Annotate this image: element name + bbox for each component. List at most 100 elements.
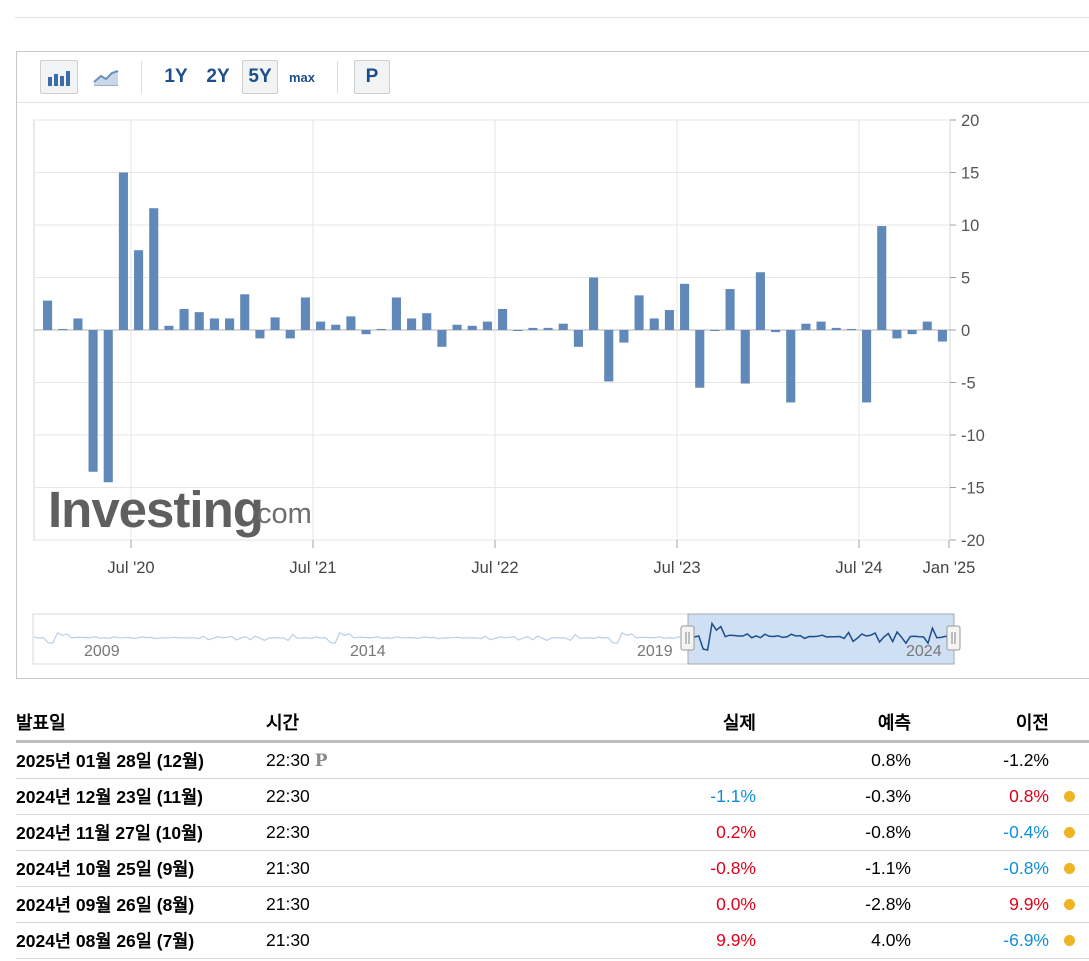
chart-bar[interactable] bbox=[528, 327, 538, 330]
chart-panel: 1Y 2Y 5Y max P bbox=[16, 51, 1089, 679]
chart-bar[interactable] bbox=[300, 297, 310, 330]
toolbar-divider bbox=[17, 102, 1089, 103]
release-time-value: 22:30 bbox=[266, 822, 310, 842]
chart-bar[interactable] bbox=[892, 330, 902, 339]
release-date: 2025년 01월 28일 (12월) bbox=[16, 741, 266, 779]
x-tick-label: Jul '22 bbox=[471, 559, 518, 577]
chart-bar[interactable] bbox=[771, 330, 781, 333]
range-5y-button[interactable]: 5Y bbox=[242, 60, 278, 94]
preliminary-button[interactable]: P bbox=[354, 60, 390, 94]
chart-bar[interactable] bbox=[179, 309, 189, 330]
bar-chart-button[interactable] bbox=[40, 60, 78, 94]
chart-bar[interactable] bbox=[710, 330, 720, 331]
chart-bar[interactable] bbox=[391, 297, 401, 330]
chart-bar[interactable] bbox=[255, 330, 265, 339]
forecast-value-value: 4.0% bbox=[871, 930, 911, 950]
chart-bar[interactable] bbox=[331, 324, 341, 330]
chart-bar[interactable] bbox=[695, 330, 705, 388]
chart-bar[interactable] bbox=[225, 318, 235, 330]
chart-bar[interactable] bbox=[649, 318, 659, 330]
chart-bar[interactable] bbox=[877, 226, 887, 330]
chart-bar[interactable] bbox=[482, 321, 492, 330]
chart-bar[interactable] bbox=[376, 328, 386, 330]
y-tick-label: 0 bbox=[961, 322, 970, 340]
x-tick-label: Jul '20 bbox=[107, 559, 154, 577]
y-tick-label: 5 bbox=[961, 270, 970, 288]
previous-value: 9.9% bbox=[911, 886, 1049, 923]
chart-bar[interactable] bbox=[346, 316, 356, 330]
chart-bar[interactable] bbox=[725, 289, 735, 330]
chart-bar[interactable] bbox=[134, 250, 144, 330]
chart-bar[interactable] bbox=[740, 330, 750, 384]
chart-bar[interactable] bbox=[604, 330, 614, 382]
chart-bar[interactable] bbox=[558, 323, 568, 330]
x-tick-label: Jul '23 bbox=[653, 559, 700, 577]
chart-bar[interactable] bbox=[680, 283, 690, 330]
chart-bar[interactable] bbox=[88, 330, 98, 472]
x-tick-label: Jan '25 bbox=[923, 559, 976, 577]
release-time: 21:30 bbox=[266, 850, 486, 887]
chart-bar[interactable] bbox=[285, 330, 295, 339]
chart-bar[interactable] bbox=[922, 321, 932, 330]
chart-bar[interactable] bbox=[407, 318, 417, 330]
header-forecast[interactable]: 예측 bbox=[756, 704, 911, 743]
chart-bar[interactable] bbox=[664, 310, 674, 330]
y-tick-label: 10 bbox=[961, 217, 979, 235]
chart-bar[interactable] bbox=[118, 172, 128, 331]
status-dot-icon bbox=[1063, 827, 1075, 838]
y-tick-label: 15 bbox=[961, 165, 979, 183]
chart-bar[interactable] bbox=[846, 328, 856, 330]
range-2y-button[interactable]: 2Y bbox=[206, 66, 230, 87]
header-date[interactable]: 발표일 bbox=[16, 704, 266, 743]
chart-bar[interactable] bbox=[437, 330, 447, 347]
chart-bar[interactable] bbox=[73, 318, 83, 330]
chart-bar[interactable] bbox=[209, 318, 219, 330]
chart-bar[interactable] bbox=[937, 330, 947, 342]
actual-value bbox=[486, 741, 756, 779]
preliminary-icon[interactable]: P bbox=[314, 751, 328, 771]
chart-bar[interactable] bbox=[103, 330, 113, 483]
status-cell bbox=[1049, 814, 1089, 851]
chart-bar[interactable] bbox=[240, 294, 250, 330]
chart-bar[interactable] bbox=[786, 330, 796, 403]
chart-bar[interactable] bbox=[467, 325, 477, 330]
actual-value: 9.9% bbox=[486, 922, 756, 959]
header-actual[interactable]: 실제 bbox=[486, 704, 756, 743]
chart-bar[interactable] bbox=[58, 328, 68, 330]
table-row: 2025년 01월 28일 (12월) 22:30 P 0.8% -1.2% bbox=[16, 741, 1089, 779]
chart-bar[interactable] bbox=[149, 208, 159, 330]
chart-bar[interactable] bbox=[513, 330, 523, 331]
chart-bar[interactable] bbox=[755, 272, 765, 330]
previous-value: -6.9% bbox=[911, 922, 1049, 959]
header-time[interactable]: 시간 bbox=[266, 704, 486, 743]
chart-bar[interactable] bbox=[43, 300, 53, 330]
release-date-value: 2024년 09월 26일 (8월) bbox=[16, 895, 195, 915]
chart-bar[interactable] bbox=[589, 277, 599, 331]
chart-bar[interactable] bbox=[634, 295, 644, 330]
investing-watermark: Investing .com bbox=[48, 481, 312, 538]
range-1y-button[interactable]: 1Y bbox=[164, 66, 188, 87]
chart-bar[interactable] bbox=[907, 330, 917, 335]
chart-bar[interactable] bbox=[452, 324, 462, 330]
release-time: 22:30 bbox=[266, 778, 486, 815]
chart-bar[interactable] bbox=[194, 312, 204, 330]
chart-bar[interactable] bbox=[816, 321, 826, 330]
range-max-button[interactable]: max bbox=[288, 69, 316, 85]
actual-value: 0.2% bbox=[486, 814, 756, 851]
chart-bar[interactable] bbox=[270, 317, 280, 330]
chart-bar[interactable] bbox=[164, 325, 174, 330]
chart-bar[interactable] bbox=[831, 327, 841, 330]
chart-bar[interactable] bbox=[316, 321, 326, 330]
chart-bar[interactable] bbox=[422, 313, 432, 330]
chart-bar[interactable] bbox=[543, 327, 553, 330]
chart-bar[interactable] bbox=[573, 330, 583, 347]
chart-bar[interactable] bbox=[801, 323, 811, 330]
chart-bar[interactable] bbox=[862, 330, 872, 403]
chart-bar[interactable] bbox=[619, 330, 629, 343]
release-date-value: 2024년 12월 23일 (11월) bbox=[16, 787, 204, 807]
header-previous[interactable]: 이전 bbox=[911, 704, 1049, 743]
chart-bar[interactable] bbox=[498, 309, 508, 330]
chart-toolbar: 1Y 2Y 5Y max P bbox=[17, 52, 1089, 103]
chart-bar[interactable] bbox=[361, 330, 371, 335]
line-chart-button[interactable] bbox=[87, 60, 125, 94]
